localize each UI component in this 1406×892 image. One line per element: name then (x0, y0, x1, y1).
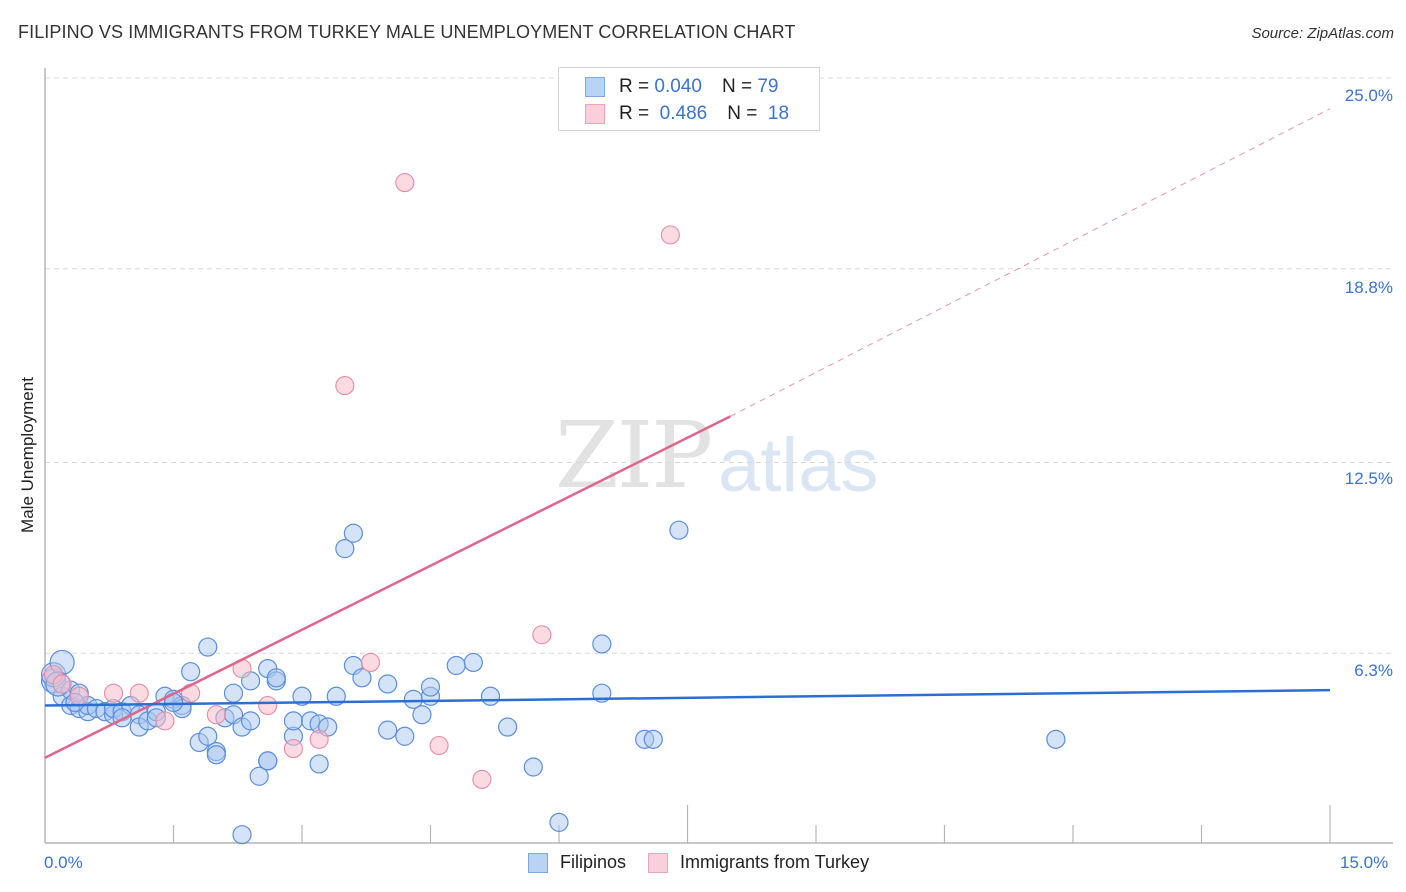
filipinos-point (498, 717, 518, 737)
turkey-point (335, 376, 355, 396)
filipinos-point (669, 520, 689, 540)
legend-row-filipinos: R = 0.040 N = 79 (585, 75, 778, 99)
filipinos-point (198, 726, 218, 746)
filipinos-point (412, 705, 432, 725)
filipinos-point (420, 677, 441, 697)
source-label: Source: ZipAtlas.com (1251, 25, 1394, 42)
turkey-point (283, 739, 303, 759)
filipinos-point (1046, 729, 1066, 749)
filipinos-point (395, 726, 415, 746)
n-value: 18 (767, 103, 790, 124)
filipinos-point (378, 720, 398, 740)
turkey-point (181, 683, 201, 703)
filipinos-point (480, 686, 501, 706)
turkey-point (309, 729, 329, 749)
filipinos-point (206, 745, 226, 765)
turkey-point (258, 695, 278, 716)
filipinos-trend-line (44, 688, 1331, 707)
filipinos-point (463, 652, 483, 673)
filipinos-point (643, 729, 663, 749)
r-label: R = (619, 76, 650, 97)
legend-item-turkey[interactable]: Immigrants from Turkey (648, 852, 869, 873)
turkey-swatch-icon (648, 852, 669, 873)
r-value: 0.040 (654, 76, 702, 97)
turkey-trend-line (44, 415, 731, 759)
filipinos-point (223, 683, 244, 703)
turkey-point (69, 686, 89, 706)
turkey-point (429, 735, 449, 756)
r-value: 0.486 (659, 103, 708, 124)
turkey-point (360, 652, 381, 672)
x-tick-0: 0.0% (44, 853, 83, 872)
chart-title: FILIPINO VS IMMIGRANTS FROM TURKEY MALE … (18, 22, 796, 42)
turkey-point (532, 625, 552, 645)
filipinos-point (249, 766, 269, 786)
turkey-points (44, 173, 680, 789)
axes (44, 68, 1393, 844)
filipinos-point (592, 634, 612, 654)
turkey-trend-extension (730, 108, 1331, 417)
legend-label: Immigrants from Turkey (680, 852, 870, 872)
y-tick-6-3: 6.3% (1354, 661, 1393, 680)
legend-item-filipinos[interactable]: Filipinos (528, 852, 626, 873)
n-label: N = (727, 103, 758, 124)
turkey-point (472, 769, 492, 789)
filipinos-point (335, 539, 355, 559)
filipinos-point (181, 662, 201, 682)
filipinos-swatch-icon (528, 852, 548, 873)
turkey-swatch-icon (585, 104, 605, 124)
filipinos-point (232, 825, 252, 845)
turkey-point (52, 674, 72, 694)
filipinos-point (352, 668, 372, 688)
turkey-point (129, 683, 149, 703)
turkey-point (395, 173, 415, 193)
y-tick-12-5: 12.5% (1344, 469, 1393, 488)
legend-row-turkey: R = 0.486 N = 18 (585, 102, 789, 126)
filipinos-point (446, 655, 466, 676)
r-label: R = (619, 103, 650, 124)
n-value: 79 (757, 76, 779, 97)
filipinos-point (523, 757, 543, 777)
y-tick-18-8: 18.8% (1344, 278, 1393, 297)
turkey-point (660, 225, 680, 245)
filipinos-point (266, 668, 286, 688)
turkey-point (103, 683, 124, 703)
filipinos-point (241, 711, 261, 731)
legend-label: Filipinos (560, 852, 627, 872)
filipinos-swatch-icon (585, 77, 605, 97)
filipinos-point (283, 711, 304, 731)
watermark-atlas: atlas (718, 423, 879, 508)
n-label: N = (721, 76, 753, 97)
x-tick-15: 15.0% (1340, 853, 1389, 872)
filipinos-point (292, 686, 312, 706)
filipinos-point (198, 637, 218, 657)
filipinos-point (112, 708, 132, 728)
trend-lines (44, 108, 1331, 759)
filipinos-point (549, 812, 569, 832)
filipinos-point (343, 523, 363, 543)
correlation-legend: R = 0.040 N = 79 R = 0.486 N = 18 (558, 67, 820, 131)
series-legend: Filipinos Immigrants from Turkey (528, 852, 891, 873)
filipinos-point (309, 754, 329, 774)
filipinos-point (378, 674, 398, 694)
turkey-point (155, 711, 175, 731)
y-tick-25: 25.0% (1344, 86, 1393, 105)
filipinos-point (258, 751, 278, 771)
gridlines (45, 77, 1392, 654)
turkey-point (206, 705, 226, 725)
